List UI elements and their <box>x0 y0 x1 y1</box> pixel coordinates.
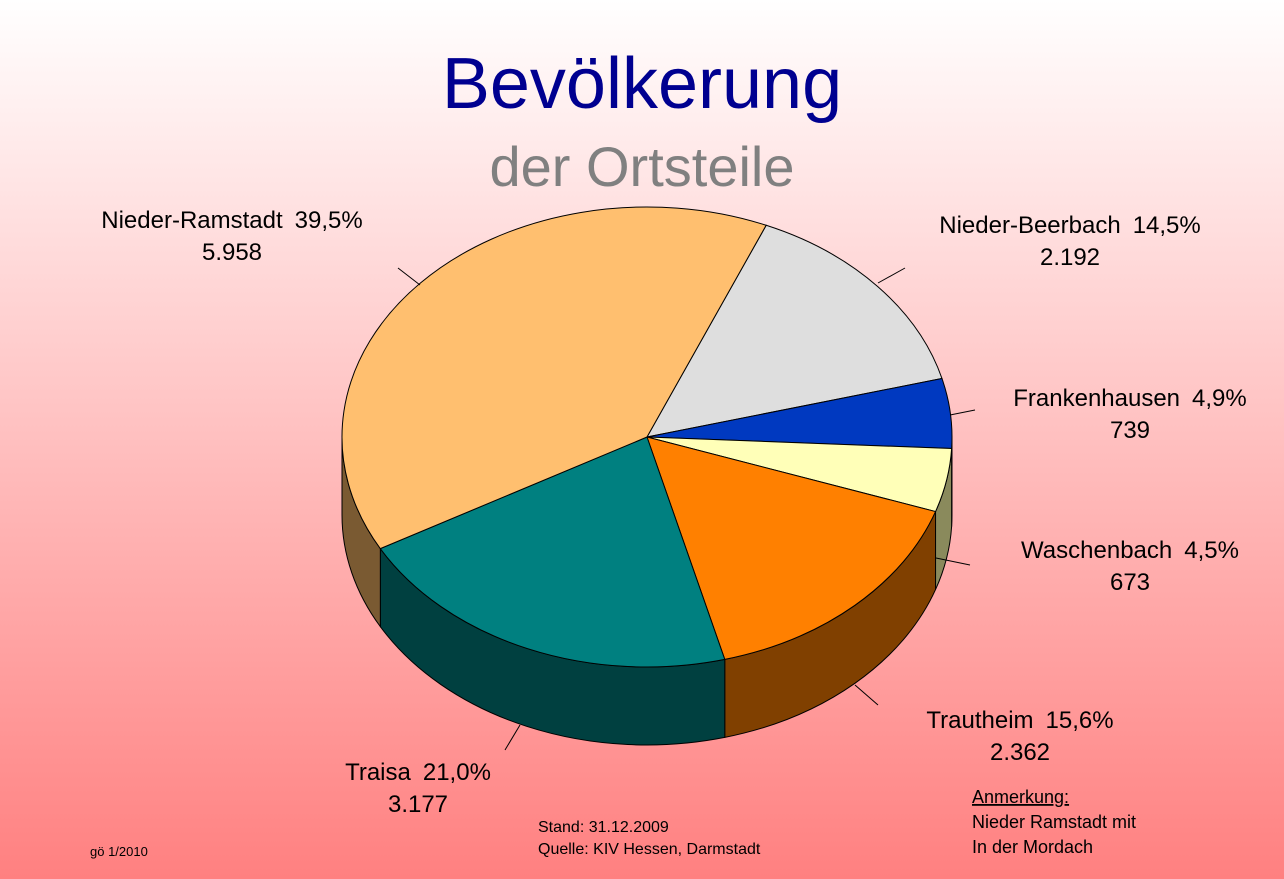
leader-line <box>504 724 521 751</box>
percentage-label: 21,0% <box>423 759 491 786</box>
leader-line <box>854 684 879 706</box>
note-line: Nieder Ramstadt mit <box>972 812 1136 832</box>
pie-slice <box>646 436 937 660</box>
chart-title: Bevölkerung <box>442 44 842 124</box>
value-label: 739 <box>1110 417 1150 444</box>
value-label: 2.192 <box>1040 244 1100 271</box>
slice-label: Nieder-Beerbach 14,5% <box>939 212 1201 239</box>
note-line: In der Mordach <box>972 837 1093 857</box>
category-name: Waschenbach <box>1021 537 1172 564</box>
value-label: 3.177 <box>388 791 448 818</box>
value-label: 5.958 <box>202 239 262 266</box>
value-label: 673 <box>1110 569 1150 596</box>
author-note: gö 1/2010 <box>90 844 148 859</box>
percentage-label: 15,6% <box>1046 707 1114 734</box>
pie-slice <box>646 224 943 438</box>
chart-subtitle: der Ortsteile <box>490 135 795 198</box>
category-name: Nieder-Ramstadt <box>101 207 283 234</box>
stand-note: Stand: 31.12.2009 <box>538 819 669 836</box>
category-name: Traisa <box>345 759 411 786</box>
pie-slice <box>341 206 767 550</box>
leader-line <box>935 557 971 566</box>
slice-label: Trautheim 15,6% <box>926 707 1113 734</box>
slice-label: Frankenhausen 4,9% <box>1013 385 1246 412</box>
category-name: Trautheim <box>926 707 1033 734</box>
percentage-label: 39,5% <box>295 207 363 234</box>
slice-label: Traisa 21,0% <box>345 759 491 786</box>
leader-line <box>877 267 906 284</box>
percentage-label: 4,9% <box>1192 385 1247 412</box>
category-name: Frankenhausen <box>1013 385 1180 412</box>
pie-slice <box>379 436 726 668</box>
category-name: Nieder-Beerbach <box>939 212 1120 239</box>
slice-label: Nieder-Ramstadt 39,5% <box>101 207 362 234</box>
value-label: 2.362 <box>990 739 1050 766</box>
pie <box>341 206 953 746</box>
percentage-label: 4,5% <box>1184 537 1239 564</box>
slice-label: Waschenbach 4,5% <box>1021 537 1239 564</box>
labels: Nieder-Beerbach 14,5% 2.192 Frankenhausen 4,… <box>101 207 1246 818</box>
note-title: Anmerkung: <box>972 787 1069 807</box>
source-note: Quelle: KIV Hessen, Darmstadt <box>538 841 761 858</box>
leader-line <box>949 409 976 416</box>
leader-line <box>397 267 421 286</box>
percentage-label: 14,5% <box>1133 212 1201 239</box>
